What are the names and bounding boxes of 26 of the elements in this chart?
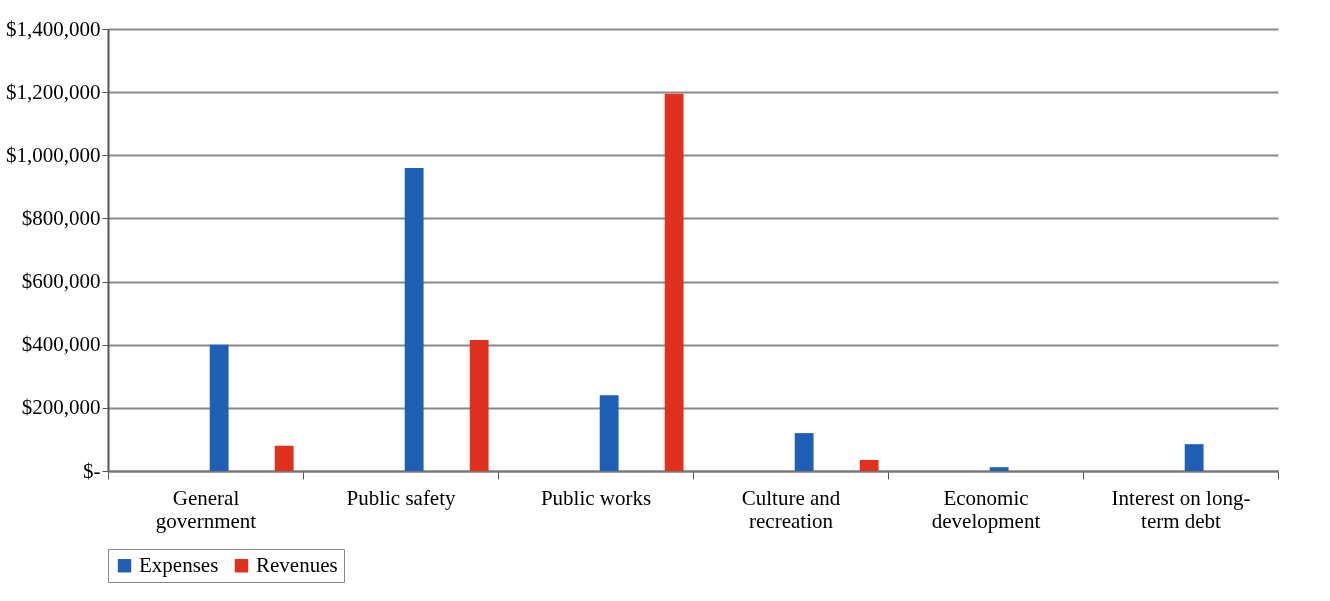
bar bbox=[794, 433, 814, 471]
y-tick-label: $1,000,000 bbox=[6, 142, 101, 167]
y-tick-label: $1,400,000 bbox=[6, 16, 101, 41]
bar bbox=[859, 459, 879, 471]
bar bbox=[989, 467, 1009, 471]
x-tick-label: Interest on long-term debt bbox=[1111, 485, 1251, 533]
y-tick-label: $200,000 bbox=[21, 395, 101, 420]
bar bbox=[1184, 444, 1204, 471]
y-tick-label: $400,000 bbox=[21, 332, 101, 357]
legend-label: Revenues bbox=[256, 552, 338, 577]
x-tick-label: Culture and recreation bbox=[741, 485, 841, 533]
bar bbox=[404, 167, 424, 471]
x-tick-label: General government bbox=[155, 485, 257, 533]
bar bbox=[469, 339, 489, 471]
bar bbox=[209, 344, 229, 471]
x-tick-label: Public safety bbox=[346, 485, 457, 510]
y-tick-label: $- bbox=[83, 458, 101, 483]
y-tick-label: $600,000 bbox=[21, 269, 101, 294]
x-tick-label: Economic development bbox=[931, 485, 1041, 533]
bar bbox=[664, 93, 684, 471]
bar bbox=[599, 395, 619, 471]
bar bbox=[274, 445, 294, 471]
y-tick-label: $1,200,000 bbox=[6, 79, 101, 104]
legend-label: Expenses bbox=[139, 552, 219, 577]
x-tick-label: Public works bbox=[540, 485, 652, 510]
y-tick-label: $800,000 bbox=[21, 205, 101, 230]
